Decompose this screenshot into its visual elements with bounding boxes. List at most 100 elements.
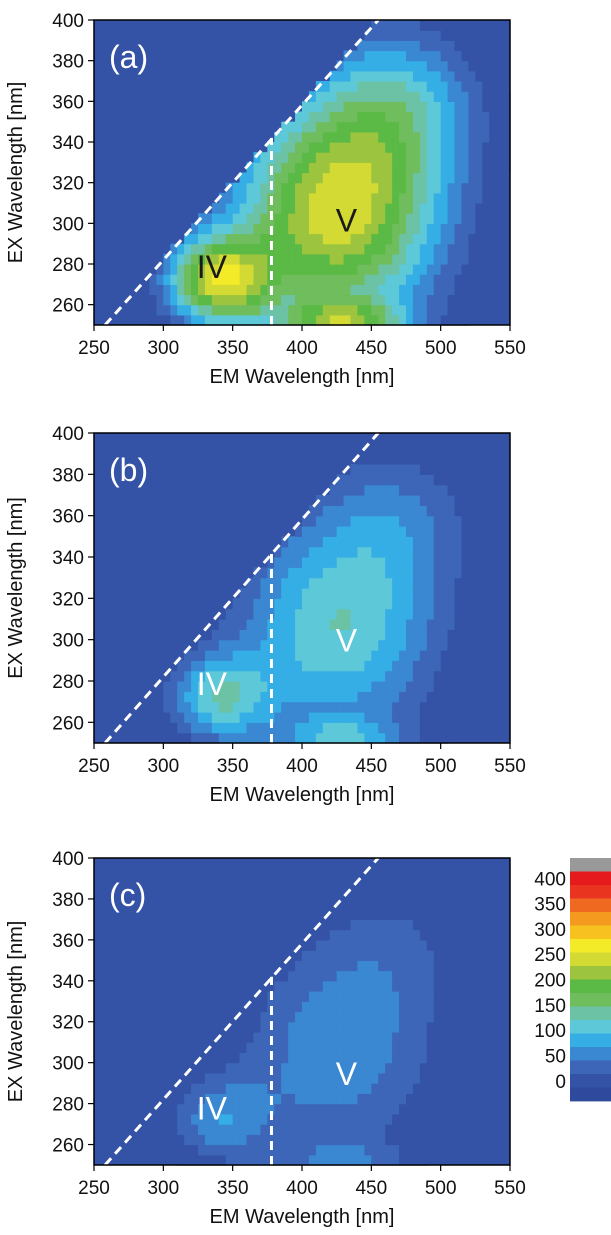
heat-cell <box>163 284 171 295</box>
heat-cell <box>399 950 407 961</box>
heat-cell <box>205 305 213 316</box>
heat-cell <box>253 1073 261 1084</box>
heat-cell <box>260 213 268 224</box>
heat-cell <box>475 495 483 506</box>
heat-cell <box>233 305 241 316</box>
heat-cell <box>489 183 497 194</box>
heat-cell <box>316 244 324 255</box>
heat-cell <box>323 712 331 723</box>
heat-cell <box>344 516 352 527</box>
heat-cell <box>288 274 296 285</box>
heat-cell <box>351 183 359 194</box>
heat-cell <box>420 889 428 900</box>
heat-cell <box>461 598 469 609</box>
heat-cell <box>260 295 268 306</box>
heat-cell <box>371 1052 379 1063</box>
heat-cell <box>274 295 282 306</box>
y-tick-label: 320 <box>52 1013 84 1034</box>
heat-cell <box>309 516 317 527</box>
heat-cell <box>448 101 456 112</box>
heat-cell <box>233 671 241 682</box>
heat-cell <box>260 1134 268 1145</box>
heat-cell <box>240 1093 248 1104</box>
heat-cell <box>385 284 393 295</box>
heat-cell <box>309 712 317 723</box>
heat-cell <box>295 1032 303 1043</box>
heat-cell <box>392 464 400 475</box>
heat-cell <box>455 71 463 82</box>
heat-cell <box>385 1052 393 1063</box>
heat-cell <box>385 244 393 255</box>
heat-cell <box>413 660 421 671</box>
heat-cell <box>420 1145 428 1156</box>
heat-cell <box>295 557 303 568</box>
heat-cell <box>233 244 241 255</box>
heat-cell <box>281 650 289 661</box>
heat-cell <box>434 526 442 537</box>
heat-cell <box>288 702 296 713</box>
heat-cell <box>163 733 171 744</box>
heat-cell <box>274 1114 282 1125</box>
heat-cell <box>288 557 296 568</box>
heat-cell <box>357 173 365 184</box>
heat-cell <box>371 264 379 275</box>
heat-cell <box>434 183 442 194</box>
heat-cell <box>198 1155 206 1166</box>
heat-cell <box>441 671 449 682</box>
heat-cell <box>420 516 428 527</box>
heat-cell <box>475 152 483 163</box>
heat-cell <box>461 609 469 620</box>
heat-cell <box>337 1134 345 1145</box>
heat-cell <box>448 971 456 982</box>
heat-cell <box>371 960 379 971</box>
heat-cell <box>461 51 469 62</box>
heat-cell <box>205 640 213 651</box>
heat-cell <box>385 40 393 51</box>
heat-cell <box>364 101 372 112</box>
heat-cell <box>482 132 490 143</box>
heat-cell <box>316 940 324 951</box>
heat-cell <box>323 101 331 112</box>
heat-cell <box>434 609 442 620</box>
heat-cell <box>482 183 490 194</box>
heat-cell <box>385 547 393 558</box>
heat-cell <box>357 193 365 204</box>
heat-cell <box>406 193 414 204</box>
heat-cell <box>427 30 435 41</box>
heat-cell <box>413 578 421 589</box>
heat-cell <box>406 671 414 682</box>
heat-cell <box>170 1124 178 1135</box>
heat-cell <box>455 1022 463 1033</box>
heat-cell <box>330 505 338 516</box>
heat-cell <box>260 640 268 651</box>
heat-cell <box>281 162 289 173</box>
heat-cell <box>281 567 289 578</box>
heat-cell <box>323 274 331 285</box>
heat-cell <box>302 1083 310 1094</box>
heat-cell <box>226 619 234 630</box>
heat-cell <box>295 295 303 306</box>
heat-cell <box>281 315 289 326</box>
heat-cell <box>288 1083 296 1094</box>
heat-cell <box>392 547 400 558</box>
heat-cell <box>253 702 261 713</box>
heat-cell <box>281 712 289 723</box>
heat-cell <box>371 495 379 506</box>
heat-cell <box>357 1145 365 1156</box>
heat-cell <box>441 1063 449 1074</box>
heat-cell <box>357 588 365 599</box>
heat-cell <box>378 598 386 609</box>
heat-cell <box>233 254 241 265</box>
heat-cell <box>233 1052 241 1063</box>
heat-cell <box>475 193 483 204</box>
heat-cell <box>177 1093 185 1104</box>
heat-cell <box>330 567 338 578</box>
heat-cell <box>385 567 393 578</box>
heat-cell <box>413 1063 421 1074</box>
heat-cell <box>309 1032 317 1043</box>
heat-cell <box>482 101 490 112</box>
heat-cell <box>323 495 331 506</box>
heat-cell <box>441 20 449 31</box>
heat-cell <box>260 162 268 173</box>
heat-cell <box>357 712 365 723</box>
